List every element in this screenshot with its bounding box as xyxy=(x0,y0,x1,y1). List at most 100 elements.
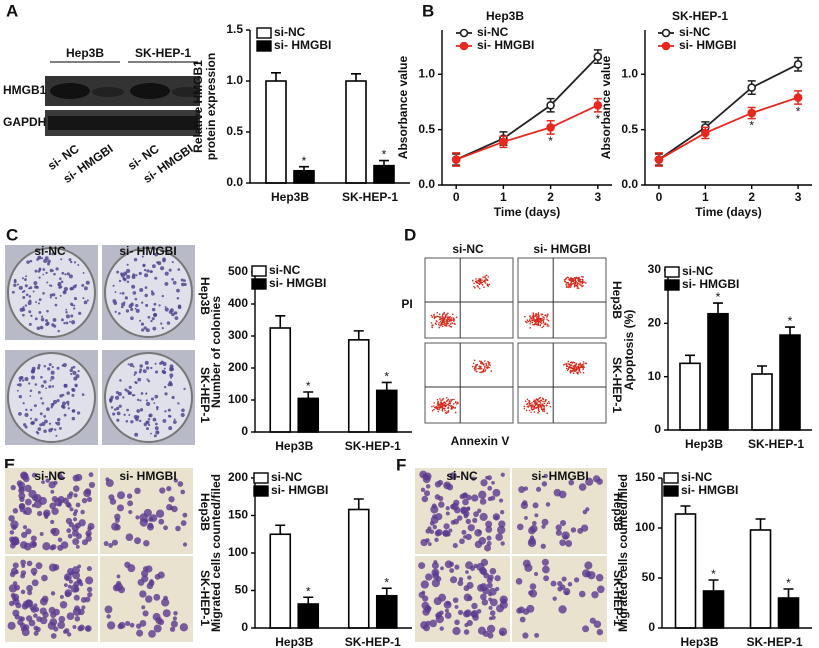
cell xyxy=(145,399,148,402)
event xyxy=(534,314,537,316)
cell xyxy=(24,284,28,288)
cell xyxy=(25,528,32,535)
cell xyxy=(69,507,74,512)
cell xyxy=(39,597,48,606)
cell xyxy=(47,367,51,371)
event xyxy=(450,326,453,328)
cell xyxy=(596,628,604,636)
cell xyxy=(117,392,122,397)
cell xyxy=(153,313,157,317)
cell xyxy=(125,419,129,423)
cell xyxy=(48,606,56,614)
flow-plot xyxy=(424,257,514,339)
cell xyxy=(182,512,188,518)
cell xyxy=(172,616,177,621)
significance: * xyxy=(384,575,389,589)
cell xyxy=(30,408,33,412)
cell xyxy=(16,389,19,392)
event xyxy=(532,406,534,408)
cell xyxy=(524,516,528,520)
cell xyxy=(23,290,26,293)
cell xyxy=(564,591,569,596)
event xyxy=(526,319,529,321)
event xyxy=(450,400,452,402)
cell xyxy=(143,326,147,330)
cell xyxy=(518,486,526,493)
event xyxy=(442,321,445,323)
cell xyxy=(150,432,152,435)
legend-marker xyxy=(661,28,671,38)
event xyxy=(543,406,546,408)
event xyxy=(577,363,580,366)
cell xyxy=(134,307,137,310)
event xyxy=(542,400,544,403)
event xyxy=(485,362,487,365)
cell xyxy=(472,517,478,523)
event xyxy=(476,285,479,287)
cell xyxy=(488,616,493,621)
event xyxy=(584,282,587,284)
cell xyxy=(545,502,551,507)
cell xyxy=(139,620,147,627)
cell xyxy=(130,316,134,321)
legend-marker xyxy=(459,41,469,51)
cell xyxy=(126,389,130,393)
event xyxy=(543,323,546,325)
cell xyxy=(33,613,38,618)
event xyxy=(580,365,583,367)
cell xyxy=(150,290,154,293)
cell xyxy=(534,572,539,577)
cell xyxy=(133,394,136,397)
cell xyxy=(495,586,500,592)
event xyxy=(443,405,446,407)
cell xyxy=(135,304,139,308)
cell xyxy=(541,524,546,529)
event xyxy=(441,315,444,317)
cell xyxy=(471,476,476,481)
cell xyxy=(595,573,604,582)
event xyxy=(436,398,439,401)
y-axis-label: Migrated cells counted/filed xyxy=(616,474,630,632)
bar xyxy=(779,334,801,431)
event xyxy=(445,412,448,415)
event xyxy=(537,316,540,319)
legend-label: si-NC xyxy=(477,25,509,39)
y-axis-label: Absorbance value xyxy=(599,55,613,159)
legend-label: si-NC xyxy=(679,25,711,39)
cell xyxy=(39,325,44,330)
marker xyxy=(793,93,803,102)
cell xyxy=(144,286,148,289)
cell xyxy=(116,418,120,422)
cell xyxy=(72,485,80,492)
cell xyxy=(56,399,60,403)
cell xyxy=(52,293,56,297)
cell xyxy=(162,609,171,618)
cell xyxy=(444,560,453,569)
cell xyxy=(487,574,494,581)
cell xyxy=(54,428,57,431)
cell xyxy=(52,564,60,571)
cell xyxy=(50,519,55,525)
cell xyxy=(63,286,68,292)
cell xyxy=(48,363,52,367)
cell xyxy=(77,369,80,373)
event xyxy=(443,317,446,319)
cell xyxy=(16,383,20,386)
cell xyxy=(24,304,28,307)
cell xyxy=(500,541,505,546)
marker xyxy=(654,155,664,164)
event xyxy=(433,313,435,316)
legend-label: si-NC xyxy=(681,470,713,484)
event xyxy=(542,320,545,322)
cell xyxy=(73,493,78,498)
cell xyxy=(449,568,455,574)
cell xyxy=(67,584,72,589)
event xyxy=(436,320,438,323)
marker xyxy=(546,100,555,110)
event xyxy=(477,367,480,370)
cell xyxy=(69,320,71,323)
event xyxy=(574,368,577,371)
significance: * xyxy=(548,134,553,148)
cell xyxy=(131,284,136,289)
cell xyxy=(563,534,569,540)
